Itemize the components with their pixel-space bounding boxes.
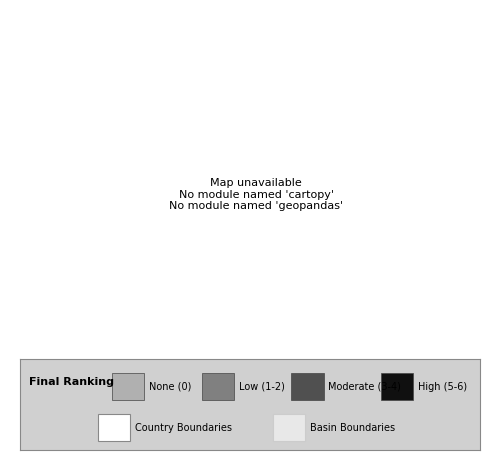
- Bar: [292, 373, 324, 400]
- Text: Basin Boundaries: Basin Boundaries: [310, 423, 395, 433]
- Text: Map unavailable
No module named 'cartopy'
No module named 'geopandas': Map unavailable No module named 'cartopy…: [169, 178, 344, 211]
- Text: Final Ranking: Final Ranking: [29, 377, 114, 387]
- Text: High (5-6): High (5-6): [418, 382, 467, 392]
- Bar: [381, 373, 414, 400]
- Bar: [112, 373, 144, 400]
- Text: None (0): None (0): [149, 382, 191, 392]
- Text: Country Boundaries: Country Boundaries: [135, 423, 232, 433]
- Bar: [202, 373, 234, 400]
- Bar: [273, 414, 305, 441]
- Text: Low (1-2): Low (1-2): [238, 382, 284, 392]
- Text: Moderate (3-4): Moderate (3-4): [328, 382, 401, 392]
- Bar: [98, 414, 130, 441]
